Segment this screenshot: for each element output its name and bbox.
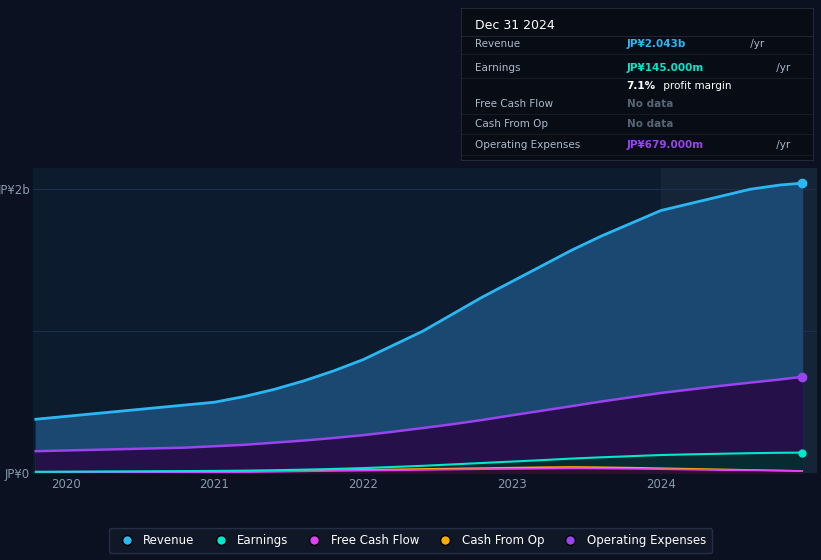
Text: Earnings: Earnings [475, 63, 521, 73]
Text: JP¥679.000m: JP¥679.000m [626, 140, 704, 150]
Text: profit margin: profit margin [660, 81, 732, 91]
Text: Operating Expenses: Operating Expenses [475, 140, 580, 150]
Text: /yr: /yr [773, 140, 791, 150]
Text: /yr: /yr [773, 63, 791, 73]
Text: JP¥145.000m: JP¥145.000m [626, 63, 704, 73]
Text: No data: No data [626, 99, 673, 109]
Text: Free Cash Flow: Free Cash Flow [475, 99, 553, 109]
Text: Revenue: Revenue [475, 39, 521, 49]
Text: No data: No data [626, 119, 673, 129]
Legend: Revenue, Earnings, Free Cash Flow, Cash From Op, Operating Expenses: Revenue, Earnings, Free Cash Flow, Cash … [109, 528, 712, 553]
Bar [661, 168, 817, 473]
Text: 7.1%: 7.1% [626, 81, 656, 91]
Text: JP¥2.043b: JP¥2.043b [626, 39, 686, 49]
Text: /yr: /yr [747, 39, 764, 49]
Text: Cash From Op: Cash From Op [475, 119, 548, 129]
Text: Dec 31 2024: Dec 31 2024 [475, 19, 555, 32]
